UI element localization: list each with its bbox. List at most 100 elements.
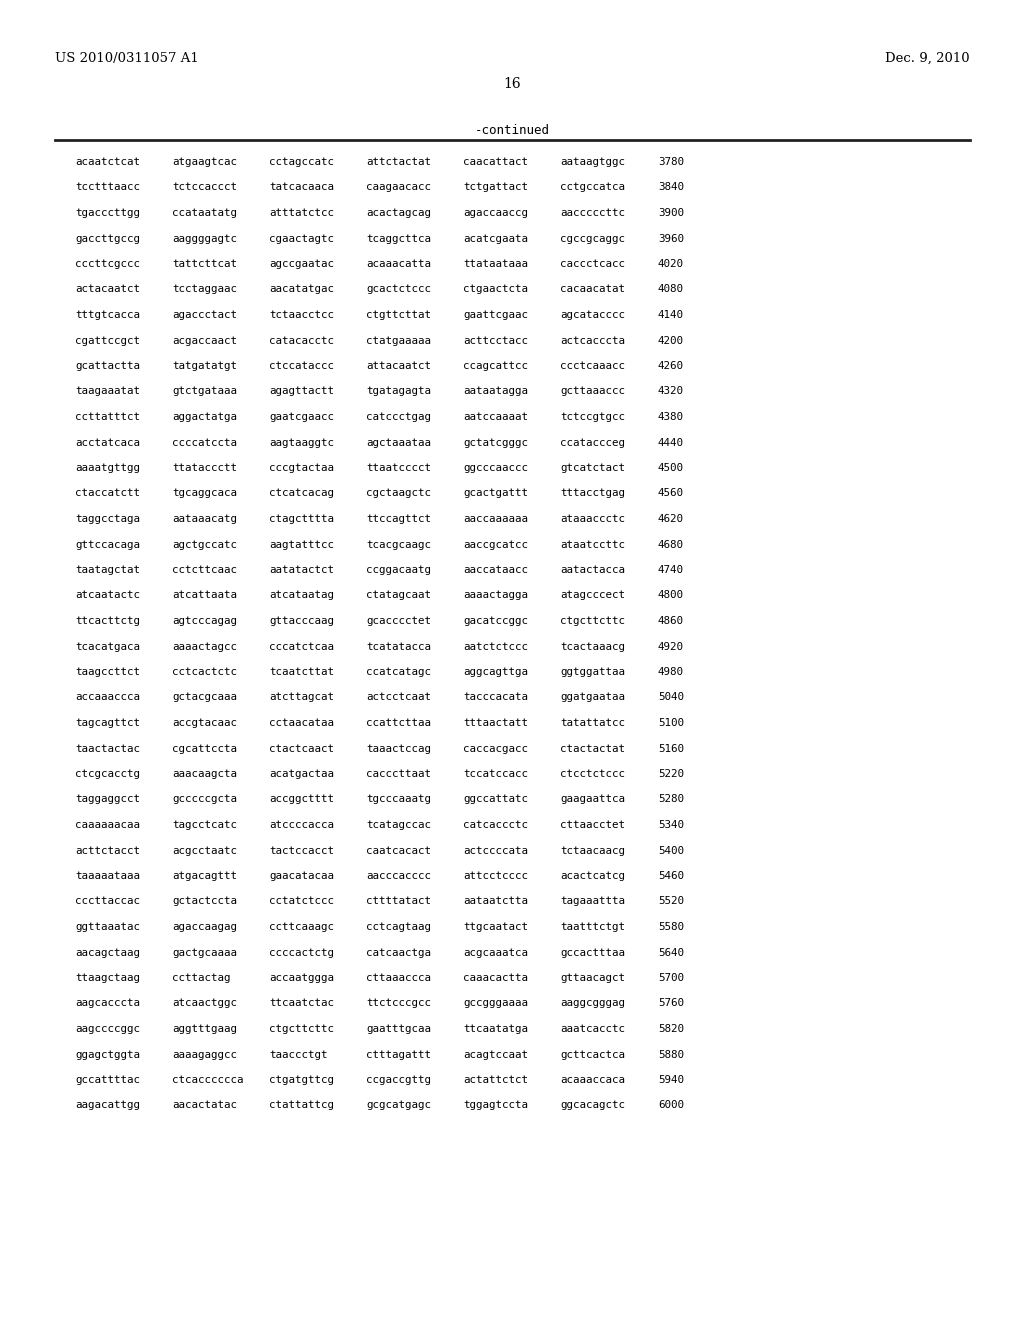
- Text: tagaaattta: tagaaattta: [560, 896, 625, 907]
- Text: atgaagtcac: atgaagtcac: [172, 157, 237, 168]
- Text: aaccataacc: aaccataacc: [463, 565, 528, 576]
- Text: taagccttct: taagccttct: [75, 667, 140, 677]
- Text: gcccccgcta: gcccccgcta: [172, 795, 237, 804]
- Text: atcattaata: atcattaata: [172, 590, 237, 601]
- Text: gaatttgcaa: gaatttgcaa: [366, 1024, 431, 1034]
- Text: tttacctgag: tttacctgag: [560, 488, 625, 499]
- Text: ccttcaaagc: ccttcaaagc: [269, 921, 334, 932]
- Text: 3840: 3840: [658, 182, 684, 193]
- Text: cttaacctet: cttaacctet: [560, 820, 625, 830]
- Text: tggagtccta: tggagtccta: [463, 1101, 528, 1110]
- Text: aagccccggc: aagccccggc: [75, 1024, 140, 1034]
- Text: gctatcgggc: gctatcgggc: [463, 437, 528, 447]
- Text: aaaagaggcc: aaaagaggcc: [172, 1049, 237, 1060]
- Text: tctaacaacg: tctaacaacg: [560, 846, 625, 855]
- Text: gctacgcaaa: gctacgcaaa: [172, 693, 237, 702]
- Text: 5460: 5460: [658, 871, 684, 880]
- Text: 5640: 5640: [658, 948, 684, 957]
- Text: 3960: 3960: [658, 234, 684, 243]
- Text: aacatatgac: aacatatgac: [269, 285, 334, 294]
- Text: tccatccacc: tccatccacc: [463, 770, 528, 779]
- Text: gaattcgaac: gaattcgaac: [463, 310, 528, 319]
- Text: taaactccag: taaactccag: [366, 743, 431, 754]
- Text: tctccgtgcc: tctccgtgcc: [560, 412, 625, 422]
- Text: ttccagttct: ttccagttct: [366, 513, 431, 524]
- Text: atcaactggc: atcaactggc: [172, 998, 237, 1008]
- Text: tcaggcttca: tcaggcttca: [366, 234, 431, 243]
- Text: aataatagga: aataatagga: [463, 387, 528, 396]
- Text: tctccaccct: tctccaccct: [172, 182, 237, 193]
- Text: tcacatgaca: tcacatgaca: [75, 642, 140, 652]
- Text: caatcacact: caatcacact: [366, 846, 431, 855]
- Text: ctatagcaat: ctatagcaat: [366, 590, 431, 601]
- Text: ggcacagctc: ggcacagctc: [560, 1101, 625, 1110]
- Text: ttcacttctg: ttcacttctg: [75, 616, 140, 626]
- Text: 3780: 3780: [658, 157, 684, 168]
- Text: ctgcttcttc: ctgcttcttc: [560, 616, 625, 626]
- Text: agctaaataa: agctaaataa: [366, 437, 431, 447]
- Text: atgacagttt: atgacagttt: [172, 871, 237, 880]
- Text: ttaatcccct: ttaatcccct: [366, 463, 431, 473]
- Text: aatctctccc: aatctctccc: [463, 642, 528, 652]
- Text: 5880: 5880: [658, 1049, 684, 1060]
- Text: catcaactga: catcaactga: [366, 948, 431, 957]
- Text: caaacactta: caaacactta: [463, 973, 528, 983]
- Text: gccgggaaaa: gccgggaaaa: [463, 998, 528, 1008]
- Text: gcactgattt: gcactgattt: [463, 488, 528, 499]
- Text: aacccccttc: aacccccttc: [560, 209, 625, 218]
- Text: taggaggcct: taggaggcct: [75, 795, 140, 804]
- Text: 4140: 4140: [658, 310, 684, 319]
- Text: ttgcaatact: ttgcaatact: [463, 921, 528, 932]
- Text: gccattttac: gccattttac: [75, 1074, 140, 1085]
- Text: aatccaaaat: aatccaaaat: [463, 412, 528, 422]
- Text: 5820: 5820: [658, 1024, 684, 1034]
- Text: taaaaataaa: taaaaataaa: [75, 871, 140, 880]
- Text: tctgattact: tctgattact: [463, 182, 528, 193]
- Text: aatatactct: aatatactct: [269, 565, 334, 576]
- Text: attacaatct: attacaatct: [366, 360, 431, 371]
- Text: acgaccaact: acgaccaact: [172, 335, 237, 346]
- Text: 5760: 5760: [658, 998, 684, 1008]
- Text: 5400: 5400: [658, 846, 684, 855]
- Text: tatcacaaca: tatcacaaca: [269, 182, 334, 193]
- Text: cgattccgct: cgattccgct: [75, 335, 140, 346]
- Text: agtcccagag: agtcccagag: [172, 616, 237, 626]
- Text: aaggggagtc: aaggggagtc: [172, 234, 237, 243]
- Text: ttataataaa: ttataataaa: [463, 259, 528, 269]
- Text: ttaagctaag: ttaagctaag: [75, 973, 140, 983]
- Text: acttcctacc: acttcctacc: [463, 335, 528, 346]
- Text: aaaactagga: aaaactagga: [463, 590, 528, 601]
- Text: aaaactagcc: aaaactagcc: [172, 642, 237, 652]
- Text: ctatgaaaaa: ctatgaaaaa: [366, 335, 431, 346]
- Text: 5280: 5280: [658, 795, 684, 804]
- Text: acactagcag: acactagcag: [366, 209, 431, 218]
- Text: caccctcacc: caccctcacc: [560, 259, 625, 269]
- Text: aacccacccc: aacccacccc: [366, 871, 431, 880]
- Text: actattctct: actattctct: [463, 1074, 528, 1085]
- Text: ccattcttaa: ccattcttaa: [366, 718, 431, 729]
- Text: cgctaagctc: cgctaagctc: [366, 488, 431, 499]
- Text: actcacccta: actcacccta: [560, 335, 625, 346]
- Text: cctcactctc: cctcactctc: [172, 667, 237, 677]
- Text: gcttcactca: gcttcactca: [560, 1049, 625, 1060]
- Text: gactgcaaaa: gactgcaaaa: [172, 948, 237, 957]
- Text: ggccattatc: ggccattatc: [463, 795, 528, 804]
- Text: acaaacatta: acaaacatta: [366, 259, 431, 269]
- Text: caacattact: caacattact: [463, 157, 528, 168]
- Text: ggagctggta: ggagctggta: [75, 1049, 140, 1060]
- Text: ttcaatatga: ttcaatatga: [463, 1024, 528, 1034]
- Text: tactccacct: tactccacct: [269, 846, 334, 855]
- Text: tcatagccac: tcatagccac: [366, 820, 431, 830]
- Text: caaaaaacaa: caaaaaacaa: [75, 820, 140, 830]
- Text: cctcttcaac: cctcttcaac: [172, 565, 237, 576]
- Text: aaaatgttgg: aaaatgttgg: [75, 463, 140, 473]
- Text: aggcagttga: aggcagttga: [463, 667, 528, 677]
- Text: actccccata: actccccata: [463, 846, 528, 855]
- Text: ccttactag: ccttactag: [172, 973, 230, 983]
- Text: gcactctccc: gcactctccc: [366, 285, 431, 294]
- Text: US 2010/0311057 A1: US 2010/0311057 A1: [55, 51, 199, 65]
- Text: aagtatttcc: aagtatttcc: [269, 540, 334, 549]
- Text: gaacatacaa: gaacatacaa: [269, 871, 334, 880]
- Text: aaggcgggag: aaggcgggag: [560, 998, 625, 1008]
- Text: 5160: 5160: [658, 743, 684, 754]
